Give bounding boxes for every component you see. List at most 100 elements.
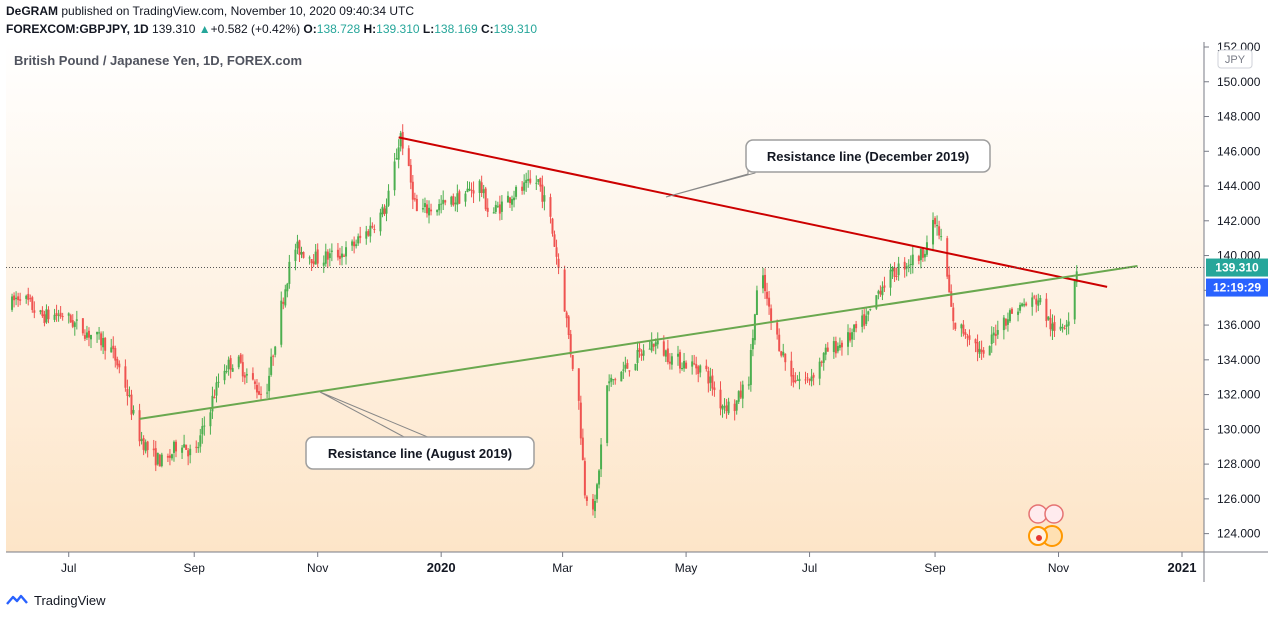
candle-body [1006,319,1009,325]
candle-body [577,368,580,401]
candle-body [567,316,570,336]
y-tick-label: 148.000 [1217,110,1261,124]
candle-body [338,255,341,259]
candle-body [525,179,528,183]
candle-body [733,403,736,412]
trend-line[interactable] [398,136,1108,288]
candle-body [608,381,611,384]
candle-body [181,447,184,453]
candle-body [792,374,795,383]
candle-body [373,229,376,231]
candle-body [1019,304,1022,311]
candle-body [387,190,390,206]
candle-body [500,201,503,212]
candle-body [889,269,892,288]
candle-body [851,332,854,340]
candle-body [782,351,785,356]
uk-flag-icon[interactable] [1044,504,1064,524]
candle-body [367,231,370,236]
candle-body [286,283,289,292]
candle-body [798,378,801,382]
x-tick-label: 2021 [1168,560,1197,575]
callout-august[interactable]: Resistance line (August 2019) [305,391,535,470]
candle-body [670,356,673,365]
candle-body [838,344,841,348]
candle-body [345,247,348,257]
candle-body [158,454,161,467]
candle-body [796,379,799,381]
candle-body [61,316,64,318]
candle-body [480,182,483,193]
currency-badge[interactable]: JPY [1217,49,1253,69]
candle-body [195,446,198,448]
candle-body [709,376,712,383]
candle-body [713,387,716,391]
y-tick-label: 142.000 [1217,214,1261,228]
candle-body [144,442,147,452]
candle-body [199,435,202,447]
candle-body [988,346,991,356]
candle-body [296,241,299,249]
candle-body [679,352,682,369]
candle-body [753,314,756,341]
candle-body [897,263,900,276]
symbol-label[interactable]: FOREXCOM:GBPJPY, 1D [6,22,149,36]
candle-body [948,274,951,293]
callout-december[interactable]: Resistance line (December 2019) [665,139,991,198]
tradingview-logo-icon[interactable] [6,593,28,607]
candle-body [385,205,388,214]
x-tick-label: Sep [924,561,946,575]
candle-body [237,356,240,368]
candle-body [1008,310,1011,322]
candle-body [527,178,530,181]
candle-body [156,452,159,465]
candle-body [57,314,60,316]
events-badge[interactable] [1028,504,1064,547]
candle-body [39,310,42,312]
candle-body [112,345,115,350]
candle-body [869,308,872,310]
countdown-tag-text: 12:19:29 [1213,281,1261,295]
candle-body [67,313,70,316]
x-axis[interactable]: Jul Sep Nov 2020 Mar May Jul Sep Nov 2021 [61,552,1196,575]
candle-body [776,322,779,335]
candle-body [662,341,665,356]
candle-body [685,362,688,369]
candle-body [739,390,742,398]
candle-body [537,179,540,182]
candle-body [879,290,882,295]
candle-body [1025,303,1028,306]
candle-body [270,356,273,375]
author-name[interactable]: DeGRAM [6,4,59,18]
trend-line[interactable] [139,264,1138,420]
candle-body [454,202,457,205]
candle-body [27,293,30,300]
candle-body [442,199,445,204]
candle-body [919,248,922,261]
candle-body [102,337,105,348]
candle-body [146,441,149,451]
candle-body [357,236,360,244]
candle-body [656,340,659,345]
candle-body [569,334,572,355]
candle-body [917,256,920,261]
candle-body [553,234,556,247]
candle-body [411,181,414,200]
candle-body [280,300,283,345]
callout-august-box [305,436,535,470]
price-chart[interactable]: Resistance line (December 2019) Resistan… [6,40,1268,582]
tradingview-brand[interactable]: TradingView [34,592,106,608]
candle-body [359,235,362,238]
x-tick-label: Nov [1048,561,1069,575]
chart-frame[interactable]: Resistance line (December 2019) Resistan… [6,40,1268,582]
candle-body [470,189,473,191]
candle-body [152,448,155,451]
candle-body [328,253,331,259]
candle-body [25,295,28,299]
candle-body [302,252,305,258]
candle-body [1059,326,1062,330]
y-axis[interactable]: 124.000 126.000 128.000 130.000 132.000 134.0… [1204,40,1261,541]
candle-body [397,147,400,160]
candle-body [330,250,333,252]
candle-body [308,257,311,259]
